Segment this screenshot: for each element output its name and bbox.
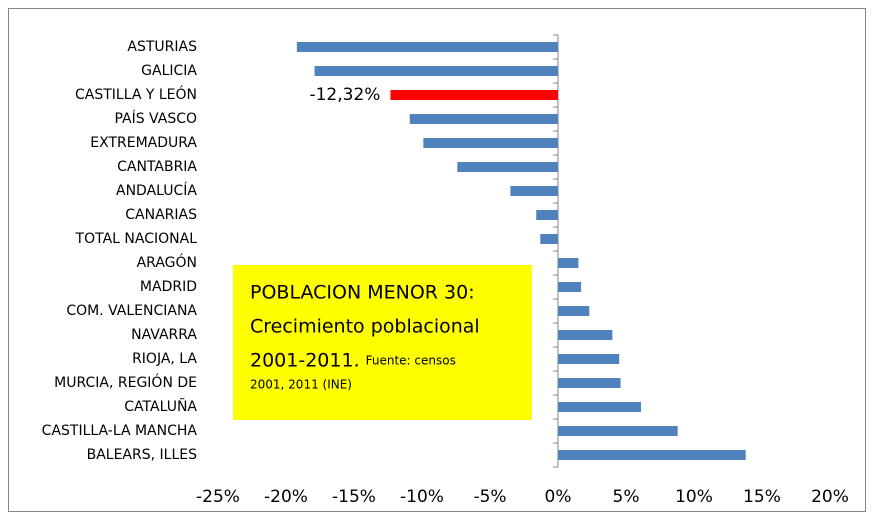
annotation-box xyxy=(233,265,532,420)
y-tick-label: ANDALUCÍA xyxy=(116,182,197,199)
bar xyxy=(558,402,641,412)
annotation-title: Crecimiento poblacional xyxy=(250,316,480,338)
y-tick-label: MADRID xyxy=(140,279,197,295)
bar xyxy=(558,282,582,292)
bar xyxy=(540,234,558,244)
annotation-title: 2001-2011. xyxy=(250,350,360,372)
x-tick-label: -15% xyxy=(332,487,376,507)
bar xyxy=(558,354,620,364)
bar xyxy=(296,42,558,52)
y-tick-label: CASTILLA-LA MANCHA xyxy=(42,423,198,439)
annotation-source: Fuente: censos xyxy=(366,354,456,368)
annotation-title: POBLACION MENOR 30: xyxy=(250,282,475,304)
y-tick-label: BALEARS, ILLES xyxy=(87,447,197,463)
bar xyxy=(390,90,558,100)
bar xyxy=(558,378,621,388)
bar xyxy=(423,138,558,148)
x-tick-label: 10% xyxy=(675,487,713,507)
y-tick-label: RIOJA, LA xyxy=(132,351,197,367)
bar xyxy=(314,66,558,76)
y-tick-label: ASTURIAS xyxy=(127,39,197,55)
x-tick-label: 15% xyxy=(743,487,781,507)
y-tick-label: CANTABRIA xyxy=(117,159,197,175)
y-tick-label: CATALUÑA xyxy=(124,398,197,415)
x-tick-label: 20% xyxy=(811,487,849,507)
x-tick-label: 5% xyxy=(613,487,640,507)
y-tick-label: NAVARRA xyxy=(131,327,197,343)
bar xyxy=(510,186,558,196)
y-tick-label: PAÍS VASCO xyxy=(114,110,197,127)
y-tick-label: CASTILLA Y LEÓN xyxy=(75,85,197,103)
x-tick-label: -10% xyxy=(400,487,444,507)
x-tick-label: -25% xyxy=(196,487,240,507)
y-tick-label: COM. VALENCIANA xyxy=(66,303,197,319)
data-label: -12,32% xyxy=(309,85,380,105)
bar xyxy=(558,306,590,316)
y-tick-label: GALICIA xyxy=(141,63,197,79)
bar xyxy=(558,330,613,340)
y-tick-label: EXTREMADURA xyxy=(90,135,197,151)
x-tick-label: -5% xyxy=(473,487,506,507)
bar xyxy=(457,162,558,172)
annotation-source: 2001, 2011 (INE) xyxy=(250,378,352,392)
y-tick-label: MURCIA, REGIÓN DE xyxy=(54,373,197,391)
bar xyxy=(558,426,678,436)
x-tick-label: 0% xyxy=(545,487,572,507)
bar xyxy=(558,258,579,268)
bar xyxy=(558,450,746,460)
bar xyxy=(536,210,558,220)
y-tick-label: TOTAL NACIONAL xyxy=(75,231,198,247)
y-tick-label: ARAGÓN xyxy=(137,253,197,271)
x-tick-label: -20% xyxy=(264,487,308,507)
y-tick-label: CANARIAS xyxy=(125,207,197,223)
bar xyxy=(409,114,558,124)
